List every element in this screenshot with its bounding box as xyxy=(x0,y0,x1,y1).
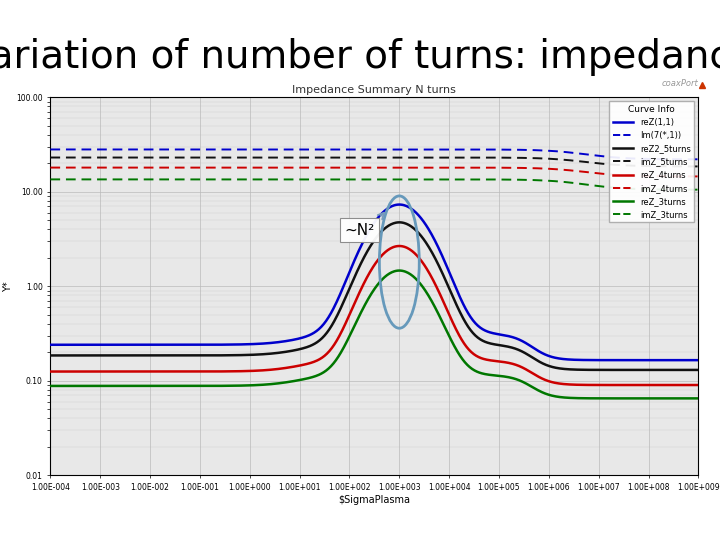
Y-axis label: Y*: Y* xyxy=(4,281,14,292)
X-axis label: $SigmaPlasma: $SigmaPlasma xyxy=(338,495,410,504)
Title: Impedance Summary N turns: Impedance Summary N turns xyxy=(292,85,456,95)
Text: ~N²: ~N² xyxy=(345,213,384,238)
Text: Variation of number of turns: impedance: Variation of number of turns: impedance xyxy=(0,38,720,76)
Legend: reZ(1,1), Im(7(*,1)), reZ2_5turns, imZ_5turns, reZ_4turns, imZ_4turns, reZ_3turn: reZ(1,1), Im(7(*,1)), reZ2_5turns, imZ_5… xyxy=(609,102,694,222)
Text: coaxPort: coaxPort xyxy=(662,79,698,88)
